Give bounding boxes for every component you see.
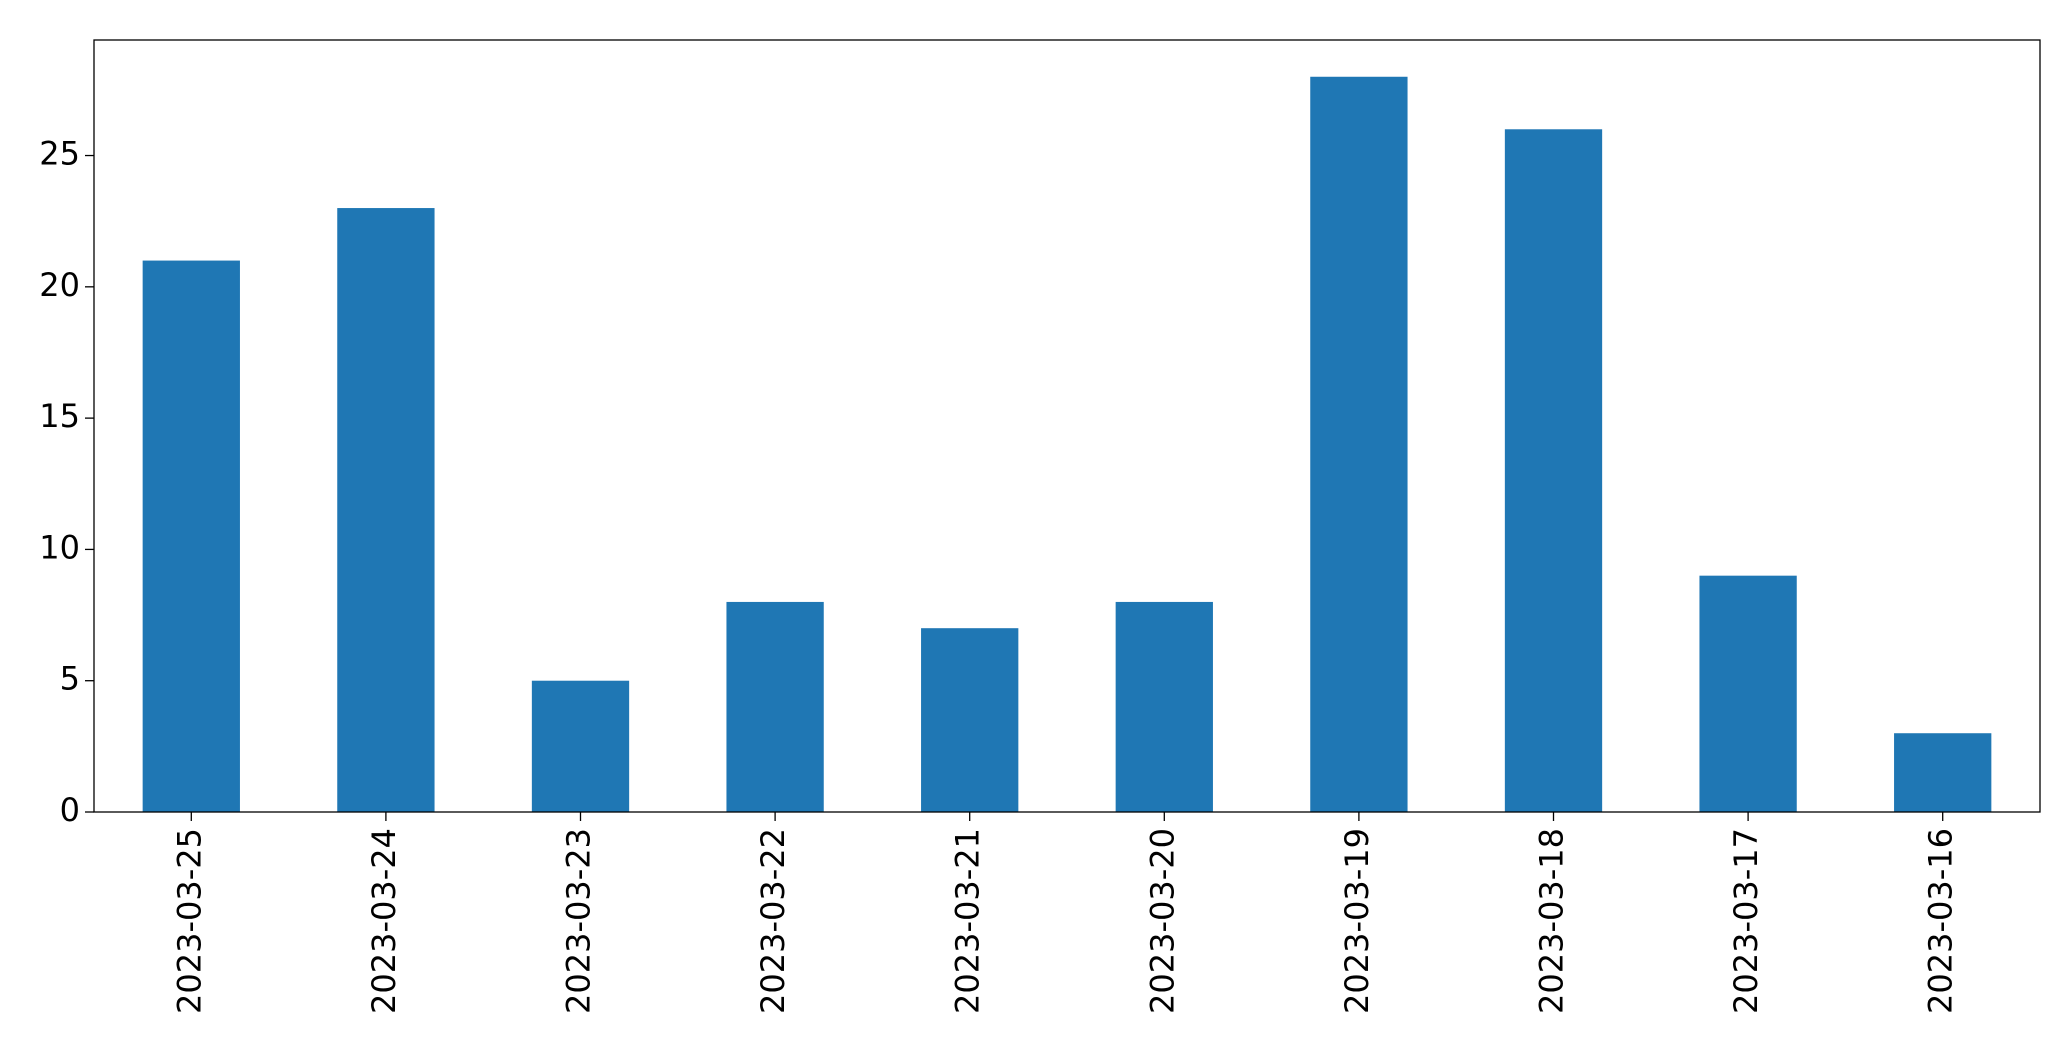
y-tick-label: 10 (39, 528, 80, 566)
x-tick-label: 2023-03-17 (1727, 828, 1765, 1014)
plot-frame (93, 39, 2041, 813)
y-tick-label: 25 (39, 135, 80, 173)
x-tick-label: 2023-03-16 (1922, 828, 1960, 1014)
bar (1699, 575, 1797, 812)
x-tick-label: 2023-03-23 (560, 828, 598, 1014)
x-tick-label: 2023-03-25 (170, 828, 208, 1014)
bar (1504, 129, 1603, 812)
y-tick-label: 20 (39, 266, 80, 304)
bar (921, 628, 1019, 812)
bar (142, 260, 240, 813)
bar (726, 601, 824, 812)
x-tick-label: 2023-03-20 (1143, 828, 1181, 1014)
x-tick-label: 2023-03-18 (1533, 828, 1571, 1014)
x-tick-label: 2023-03-19 (1338, 828, 1376, 1014)
bar (1894, 733, 1992, 812)
y-tick-label: 0 (60, 791, 80, 829)
bar (1115, 601, 1213, 812)
bar (531, 680, 630, 812)
x-tick-label: 2023-03-22 (754, 828, 792, 1014)
x-tick-label: 2023-03-24 (365, 828, 403, 1014)
x-tick-label: 2023-03-21 (949, 828, 987, 1014)
y-tick-label: 5 (60, 660, 80, 698)
bar (1310, 76, 1408, 812)
bar (337, 208, 435, 812)
y-tick-label: 15 (39, 397, 80, 435)
